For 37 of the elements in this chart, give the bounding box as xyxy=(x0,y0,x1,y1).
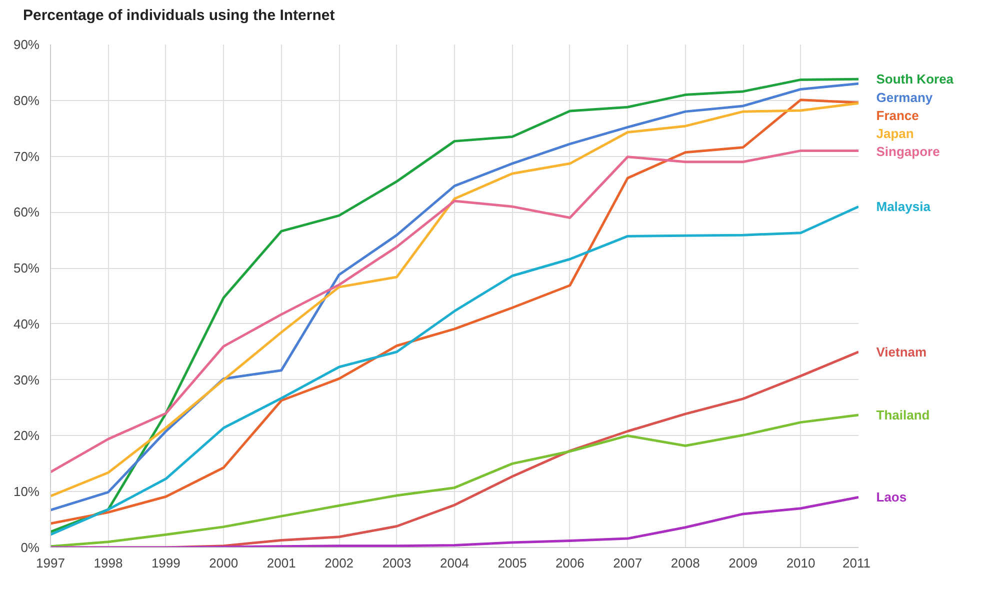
series-label: Vietnam xyxy=(876,344,927,360)
x-tick-label: 2004 xyxy=(440,556,469,570)
x-tick-label: 2010 xyxy=(786,556,816,570)
y-tick-label: 80% xyxy=(13,92,40,108)
series-label: France xyxy=(876,108,919,123)
x-tick-label: 2005 xyxy=(498,556,527,570)
y-tick-label: 40% xyxy=(13,316,40,332)
x-tick-label: 2006 xyxy=(555,556,584,570)
y-tick-label: 10% xyxy=(13,484,40,500)
x-tick-label: 1998 xyxy=(94,556,123,570)
series-label: Malaysia xyxy=(876,199,932,214)
x-tick-label: 2008 xyxy=(670,556,700,570)
x-tick-label: 1999 xyxy=(151,556,180,570)
series-label: Germany xyxy=(876,90,934,105)
y-tick-label: 30% xyxy=(13,372,40,388)
line-series xyxy=(50,205,858,536)
x-tick-label: 2007 xyxy=(613,556,642,570)
y-tick-label: 50% xyxy=(13,260,40,276)
series-label: Singapore xyxy=(876,144,940,160)
x-tick-label: 1997 xyxy=(36,556,65,570)
x-tick-label: 2002 xyxy=(324,556,354,570)
x-tick-label: 2003 xyxy=(382,556,412,570)
y-tick-label: 20% xyxy=(13,428,40,444)
x-tick-label: 2011 xyxy=(842,556,871,570)
y-tick-label: 90% xyxy=(13,37,40,52)
y-tick-label: 60% xyxy=(13,204,40,220)
x-tick-label: 2000 xyxy=(209,556,238,570)
series-label: Thailand xyxy=(876,408,930,423)
line-series xyxy=(50,149,858,474)
y-tick-label: 70% xyxy=(13,148,40,164)
x-tick-label: 2009 xyxy=(728,556,758,570)
x-tick-label: 2001 xyxy=(266,556,296,570)
chart-title: Percentage of individuals using the Internet xyxy=(23,6,335,26)
y-tick-label: 0% xyxy=(20,540,40,555)
text: Japan xyxy=(876,126,914,141)
series-label: Laos xyxy=(876,490,907,505)
series-label: South Korea xyxy=(876,72,954,87)
